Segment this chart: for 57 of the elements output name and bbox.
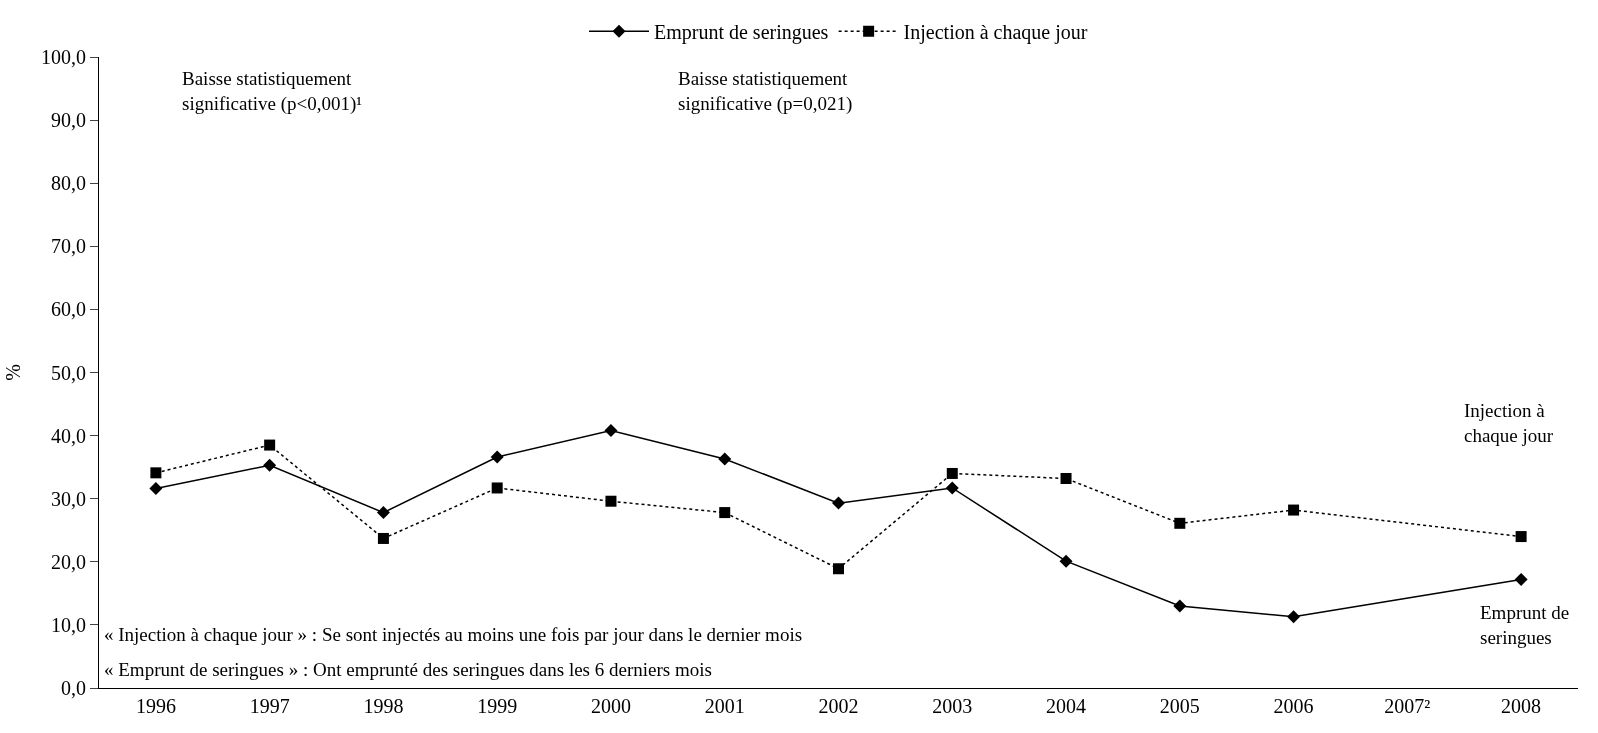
point bbox=[377, 532, 389, 544]
y-tick-label: 20,0 bbox=[51, 550, 86, 573]
point bbox=[945, 481, 959, 495]
y-tick-label: 30,0 bbox=[51, 487, 86, 510]
legend-label: Emprunt de seringues bbox=[654, 20, 829, 44]
annotation: Emprunt de seringues bbox=[1480, 602, 1570, 648]
y-tick-label: 80,0 bbox=[51, 172, 86, 195]
x-tick-label: 2001 bbox=[704, 695, 745, 717]
y-axis-title: % bbox=[1, 364, 24, 381]
point bbox=[491, 482, 503, 494]
point bbox=[1060, 473, 1072, 485]
y-tick-label: 70,0 bbox=[51, 235, 86, 258]
x-tick-label: 1998 bbox=[363, 695, 404, 717]
point bbox=[1287, 610, 1301, 624]
annotation: Baisse statistiquement significative (p=0,021) bbox=[678, 68, 853, 115]
y-tick-label: 60,0 bbox=[51, 298, 86, 321]
x-tick-label: 1999 bbox=[477, 695, 518, 717]
y-tick-label: 40,0 bbox=[51, 424, 86, 447]
x-tick-label: 2003 bbox=[932, 695, 973, 717]
point bbox=[833, 563, 844, 575]
point bbox=[149, 482, 163, 496]
x-tick-label: 2008 bbox=[1501, 695, 1542, 717]
annotation: Baisse statistiquement significative (p<0,001)¹ bbox=[182, 68, 363, 115]
x-tick-label: 1996 bbox=[135, 695, 176, 717]
point bbox=[264, 439, 276, 451]
point bbox=[1288, 504, 1300, 516]
point bbox=[719, 507, 731, 519]
point bbox=[1173, 599, 1187, 613]
point bbox=[1174, 517, 1186, 529]
point bbox=[490, 450, 504, 464]
point bbox=[376, 506, 390, 520]
annotation: « Injection à chaque jour » : Se sont injectés au moins une fois par jour dans le dernier mois bbox=[104, 624, 803, 645]
x-tick-label: 1997 bbox=[249, 695, 290, 717]
point bbox=[946, 467, 958, 479]
point bbox=[150, 467, 162, 479]
y-tick-label: 100,0 bbox=[41, 46, 86, 68]
y-tick-label: 90,0 bbox=[51, 109, 86, 132]
x-tick-label: 2006 bbox=[1273, 695, 1314, 717]
y-tick-label: 10,0 bbox=[51, 613, 86, 636]
point bbox=[1514, 572, 1528, 586]
point bbox=[718, 452, 732, 466]
x-tick-label: 2000 bbox=[590, 695, 631, 717]
annotation: Injection à chaque jour bbox=[1464, 400, 1554, 446]
legend-label: Injection à chaque jour bbox=[903, 20, 1088, 44]
annotation: « Emprunt de seringues » : Ont emprunté des seringues dans les 6 derniers mois bbox=[104, 659, 712, 680]
point bbox=[263, 458, 277, 472]
x-tick-label: 2002 bbox=[818, 695, 859, 717]
point bbox=[1515, 531, 1527, 543]
x-tick-label: 2004 bbox=[1046, 695, 1087, 717]
x-tick-label: 2005 bbox=[1159, 695, 1200, 717]
point bbox=[605, 495, 617, 507]
y-tick-label: 50,0 bbox=[51, 361, 86, 384]
x-tick-label: 2007² bbox=[1384, 695, 1431, 717]
point bbox=[604, 424, 618, 438]
y-tick-label: 0,0 bbox=[61, 677, 86, 699]
point bbox=[1059, 554, 1073, 568]
point bbox=[832, 496, 845, 510]
